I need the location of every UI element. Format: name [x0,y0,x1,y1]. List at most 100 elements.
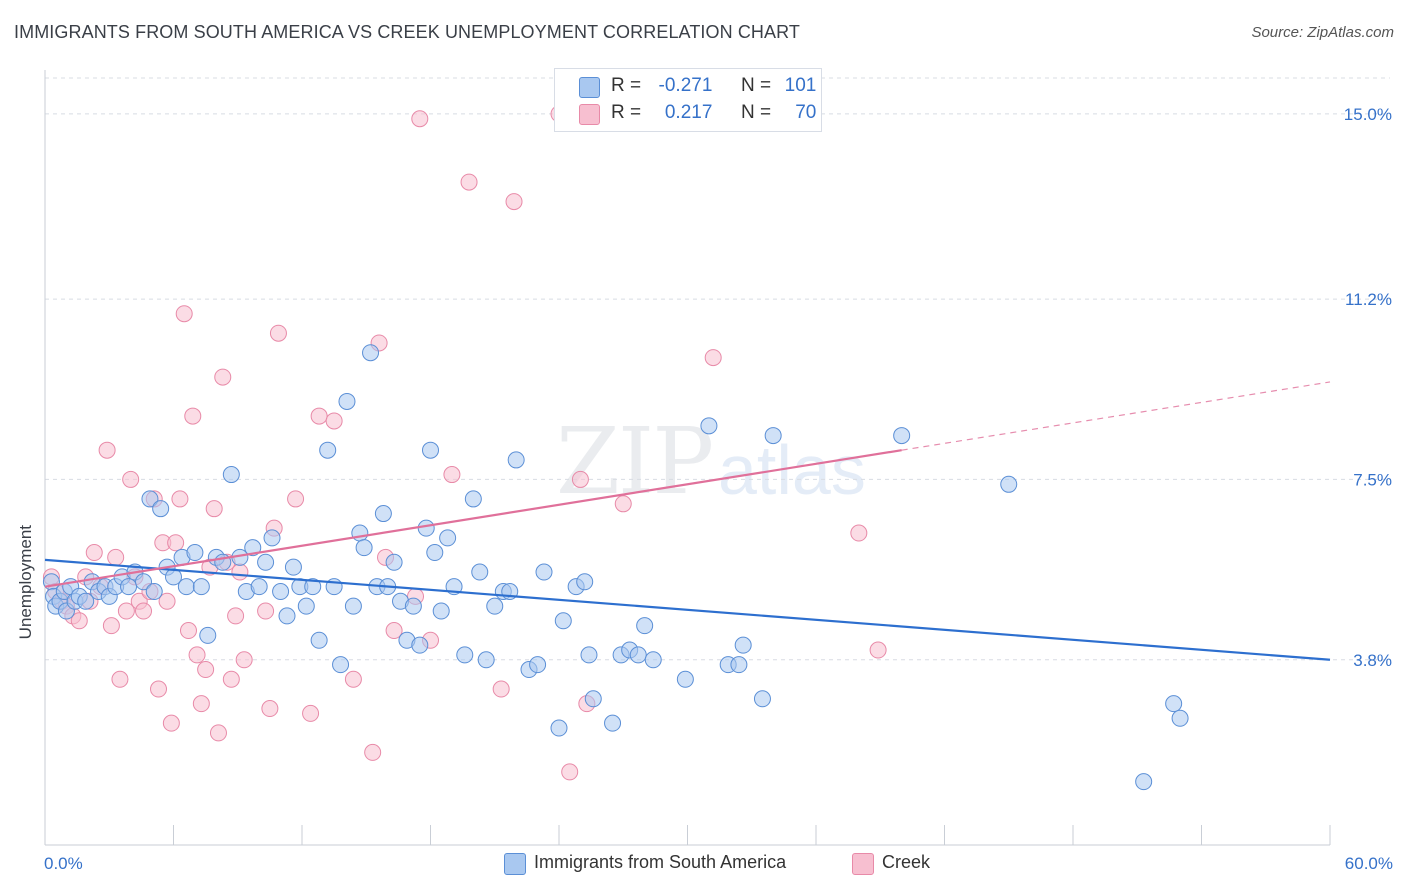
data-point-creek [561,763,579,781]
r-label: R = [611,75,642,96]
data-point-south-america [753,690,771,708]
r-label: R = [611,102,642,123]
data-point-creek [150,680,168,698]
source-credit: Source: ZipAtlas.com [1251,24,1394,41]
x-tick-label: 0.0% [44,854,83,873]
data-point-south-america [426,544,444,562]
y-axis-title: Unemployment [16,525,35,640]
data-point-creek [869,641,887,659]
data-point-south-america [304,578,322,596]
n-label: N = [740,102,772,123]
data-point-creek [302,704,320,722]
data-point-creek [614,495,632,513]
data-point-south-america [319,441,337,459]
data-point-south-america [604,714,622,732]
data-point-creek [209,724,227,742]
data-point-creek [460,173,478,191]
x-tick-label: 60.0% [1345,854,1393,873]
data-point-creek [287,490,305,508]
data-point-south-america [893,427,911,445]
trend-line-south-america [44,558,1331,661]
trend-line-creek [44,449,902,588]
data-point-south-america [1135,773,1153,791]
r-value: 0.217 [664,102,713,123]
pink-swatch-icon [579,104,600,125]
south-america-points [42,344,1189,791]
data-point-south-america [404,597,422,615]
legend-label: Creek [882,852,931,872]
data-point-creek [269,324,287,342]
y-tick-label: 11.2% [1345,290,1392,309]
data-point-creek [325,412,343,430]
data-point-creek [227,607,245,625]
data-point-south-america [135,573,153,591]
data-point-south-america [764,427,782,445]
data-point-south-america [507,451,525,469]
data-point-south-america [464,490,482,508]
creek-points [42,105,887,781]
data-point-south-america [456,646,474,664]
y-tick-label: 15.0% [1344,105,1392,124]
data-point-south-america [374,505,392,523]
data-point-creek [364,743,382,761]
data-point-south-america [177,578,195,596]
data-point-south-america [644,651,662,669]
trend-lines [44,381,1331,661]
data-point-south-america [439,529,457,547]
data-point-south-america [192,578,210,596]
data-point-creek [310,407,328,425]
data-point-creek [344,670,362,688]
data-point-south-america [362,344,380,362]
data-point-south-america [1165,695,1183,713]
y-tick-label: 3.8% [1353,651,1392,670]
n-label: N = [740,75,772,96]
data-point-south-america [77,592,95,610]
data-point-south-america [417,519,435,537]
data-point-south-america [700,417,718,435]
data-point-south-america [734,636,752,654]
data-point-creek [205,500,223,518]
data-point-south-america [152,500,170,518]
data-point-south-america [550,719,568,737]
data-point-creek [850,524,868,542]
data-point-creek [385,622,403,640]
data-point-south-america [338,392,356,410]
blue-swatch-icon [579,77,600,98]
data-point-south-america [576,573,594,591]
data-point-south-america [310,631,328,649]
data-point-creek [167,534,185,552]
chart-title: IMMIGRANTS FROM SOUTH AMERICA VS CREEK U… [14,22,800,42]
data-point-south-america [145,583,163,601]
data-point-creek [135,602,153,620]
legend-label: Immigrants from South America [534,852,787,872]
data-point-south-america [471,563,489,581]
data-point-creek [111,670,129,688]
data-point-creek [98,441,116,459]
data-point-south-america [186,544,204,562]
data-point-south-america [422,441,439,459]
data-point-creek [85,544,103,562]
data-point-creek [188,646,206,664]
data-point-creek [117,602,135,620]
data-point-creek [184,407,202,425]
data-point-south-america [730,656,748,674]
data-point-south-america [477,651,495,669]
data-point-creek [162,714,180,732]
data-point-creek [179,622,197,640]
pink-swatch-icon [852,853,874,875]
data-point-creek [192,695,210,713]
data-point-south-america [355,539,373,557]
data-point-creek [571,470,589,488]
data-point-south-america [284,558,302,576]
data-point-creek [492,680,510,698]
data-point-south-america [332,656,350,674]
data-point-south-america [432,602,450,620]
data-point-south-america [676,670,694,688]
data-point-creek [505,193,523,211]
data-point-south-america [486,597,504,615]
data-point-south-america [535,563,553,581]
axes [44,70,1331,846]
y-tick-label: 7.5% [1353,470,1392,489]
data-point-creek [257,602,275,620]
